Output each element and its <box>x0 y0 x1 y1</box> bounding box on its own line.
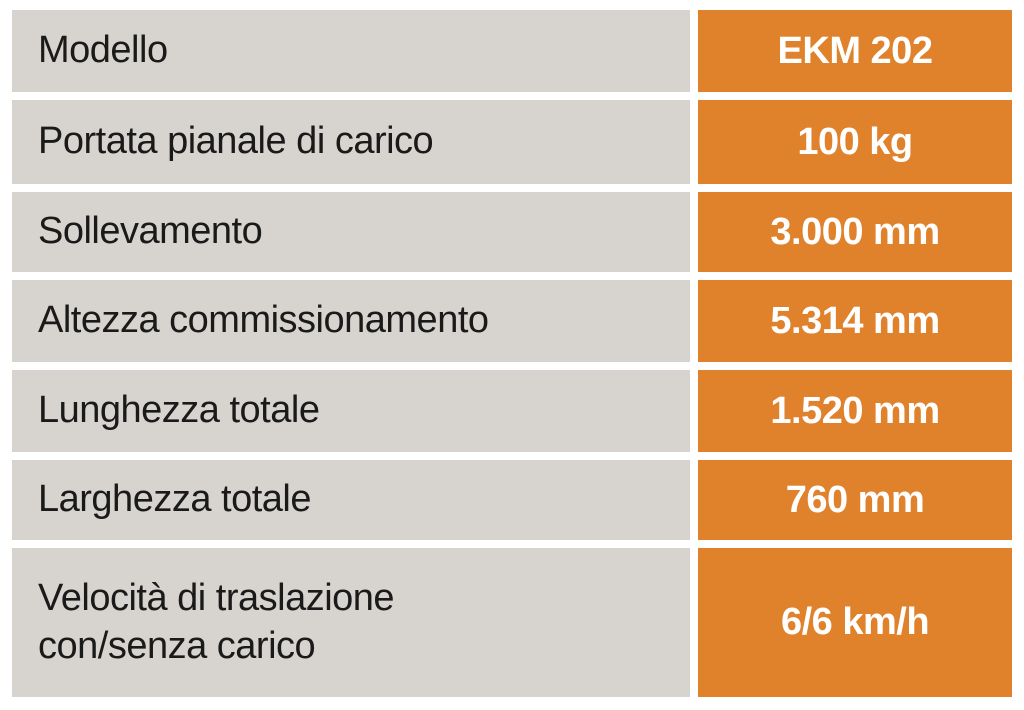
row-label: Lunghezza totale <box>12 370 690 452</box>
row-label: Sollevamento <box>12 192 690 272</box>
row-label: Larghezza totale <box>12 460 690 540</box>
row-value: EKM 202 <box>698 10 1012 92</box>
row-value: 3.000 mm <box>698 192 1012 272</box>
row-value: 5.314 mm <box>698 280 1012 362</box>
row-value: 100 kg <box>698 100 1012 184</box>
row-label: Velocità di traslazione con/senza carico <box>12 548 690 697</box>
row-value: 1.520 mm <box>698 370 1012 452</box>
row-label: Portata pianale di carico <box>12 100 690 184</box>
row-value: 760 mm <box>698 460 1012 540</box>
row-label: Modello <box>12 10 690 92</box>
row-value: 6/6 km/h <box>698 548 1012 697</box>
row-label: Altezza commissionamento <box>12 280 690 362</box>
